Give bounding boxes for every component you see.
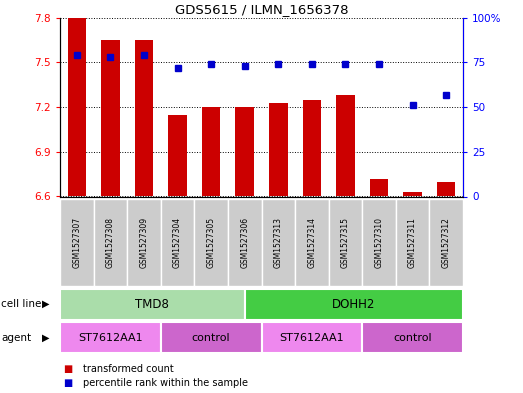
Bar	[396, 199, 429, 286]
Text: ▶: ▶	[42, 299, 49, 309]
Bar	[429, 199, 463, 286]
Bar	[303, 100, 321, 196]
Bar	[161, 322, 262, 353]
Text: GSM1527308: GSM1527308	[106, 217, 115, 268]
Text: GSM1527312: GSM1527312	[441, 217, 451, 268]
Bar	[235, 107, 254, 196]
Bar	[245, 289, 463, 320]
Bar	[135, 40, 153, 196]
Text: ■: ■	[63, 364, 72, 374]
Bar	[403, 192, 422, 196]
Bar	[262, 199, 295, 286]
Text: GSM1527306: GSM1527306	[240, 217, 249, 268]
Bar	[336, 95, 355, 196]
Bar	[127, 199, 161, 286]
Bar	[362, 322, 463, 353]
Bar	[437, 182, 456, 196]
Bar	[228, 199, 262, 286]
Text: ■: ■	[63, 378, 72, 388]
Bar	[362, 199, 396, 286]
Text: GSM1527304: GSM1527304	[173, 217, 182, 268]
Text: DOHH2: DOHH2	[332, 298, 376, 311]
Text: GSM1527309: GSM1527309	[140, 217, 149, 268]
Bar	[328, 199, 362, 286]
Text: TMD8: TMD8	[135, 298, 169, 311]
Text: agent: agent	[1, 332, 31, 343]
Text: GSM1527313: GSM1527313	[274, 217, 283, 268]
Bar	[60, 199, 94, 286]
Text: cell line: cell line	[1, 299, 41, 309]
Bar	[295, 199, 328, 286]
Bar	[60, 322, 161, 353]
Bar	[269, 103, 288, 196]
Bar	[94, 199, 127, 286]
Text: GSM1527314: GSM1527314	[308, 217, 316, 268]
Bar	[370, 178, 388, 196]
Bar	[60, 289, 245, 320]
Bar	[202, 107, 220, 196]
Text: GSM1527307: GSM1527307	[72, 217, 82, 268]
Text: ST7612AA1: ST7612AA1	[279, 332, 344, 343]
Text: GSM1527315: GSM1527315	[341, 217, 350, 268]
Bar	[67, 18, 86, 196]
Bar	[101, 40, 120, 196]
Bar	[262, 322, 362, 353]
Text: GSM1527305: GSM1527305	[207, 217, 215, 268]
Bar	[168, 114, 187, 196]
Text: control: control	[393, 332, 432, 343]
Text: GSM1527310: GSM1527310	[374, 217, 383, 268]
Title: GDS5615 / ILMN_1656378: GDS5615 / ILMN_1656378	[175, 4, 348, 17]
Bar	[161, 199, 195, 286]
Text: GSM1527311: GSM1527311	[408, 217, 417, 268]
Text: ▶: ▶	[42, 332, 49, 343]
Text: transformed count: transformed count	[83, 364, 174, 374]
Text: percentile rank within the sample: percentile rank within the sample	[83, 378, 247, 388]
Text: ST7612AA1: ST7612AA1	[78, 332, 143, 343]
Text: control: control	[192, 332, 231, 343]
Bar	[195, 199, 228, 286]
